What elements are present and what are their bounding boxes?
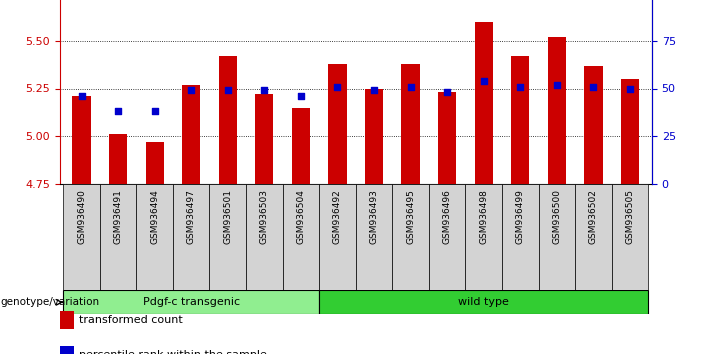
Bar xyxy=(502,184,538,290)
Bar xyxy=(137,184,173,290)
Bar xyxy=(393,184,429,290)
Point xyxy=(295,93,306,99)
Text: GSM936504: GSM936504 xyxy=(297,189,306,244)
Point xyxy=(405,84,416,90)
Text: GSM936495: GSM936495 xyxy=(406,189,415,244)
Text: wild type: wild type xyxy=(458,297,509,307)
Bar xyxy=(182,85,200,184)
Bar xyxy=(575,184,612,290)
Bar xyxy=(255,94,273,184)
Text: GSM936497: GSM936497 xyxy=(186,189,196,244)
Point xyxy=(149,109,161,114)
Bar xyxy=(146,142,164,184)
Text: GSM936493: GSM936493 xyxy=(369,189,379,244)
Bar xyxy=(511,56,529,184)
Bar xyxy=(547,37,566,184)
Point xyxy=(588,84,599,90)
Point xyxy=(442,90,453,95)
Bar xyxy=(173,184,210,290)
Text: GSM936490: GSM936490 xyxy=(77,189,86,244)
Text: GSM936502: GSM936502 xyxy=(589,189,598,244)
Bar xyxy=(402,64,420,184)
Bar xyxy=(328,64,346,184)
Bar xyxy=(355,184,393,290)
Text: GSM936501: GSM936501 xyxy=(224,189,232,244)
Text: GSM936503: GSM936503 xyxy=(260,189,269,244)
Text: GSM936491: GSM936491 xyxy=(114,189,123,244)
Bar xyxy=(292,108,310,184)
Point xyxy=(551,82,562,87)
Text: transformed count: transformed count xyxy=(79,315,183,325)
Text: GSM936500: GSM936500 xyxy=(552,189,562,244)
Text: GSM936492: GSM936492 xyxy=(333,189,342,244)
Text: genotype/variation: genotype/variation xyxy=(0,297,99,307)
Point xyxy=(478,78,489,84)
Bar xyxy=(63,290,319,314)
Point xyxy=(222,87,233,93)
Bar xyxy=(365,88,383,184)
Text: GSM936499: GSM936499 xyxy=(516,189,525,244)
Bar xyxy=(538,184,575,290)
Bar xyxy=(210,184,246,290)
Text: GSM936498: GSM936498 xyxy=(479,189,488,244)
Text: GSM936496: GSM936496 xyxy=(442,189,451,244)
Bar xyxy=(621,79,639,184)
Bar xyxy=(246,184,283,290)
Bar xyxy=(109,135,127,184)
Point xyxy=(76,93,87,99)
Point xyxy=(332,84,343,90)
Bar xyxy=(319,184,355,290)
Bar xyxy=(72,96,90,184)
Bar xyxy=(60,311,74,329)
Bar xyxy=(465,184,502,290)
Text: GSM936505: GSM936505 xyxy=(625,189,634,244)
Point xyxy=(112,109,123,114)
Point xyxy=(515,84,526,90)
Bar xyxy=(100,184,137,290)
Point xyxy=(259,87,270,93)
Bar xyxy=(612,184,648,290)
Bar xyxy=(63,184,100,290)
Bar xyxy=(319,290,648,314)
Point xyxy=(186,87,197,93)
Point xyxy=(625,86,636,91)
Bar xyxy=(283,184,319,290)
Bar xyxy=(585,65,603,184)
Bar xyxy=(429,184,465,290)
Text: Pdgf-c transgenic: Pdgf-c transgenic xyxy=(143,297,240,307)
Bar xyxy=(438,92,456,184)
Bar xyxy=(475,22,493,184)
Point xyxy=(369,87,380,93)
Text: GSM936494: GSM936494 xyxy=(150,189,159,244)
Text: percentile rank within the sample: percentile rank within the sample xyxy=(79,350,267,354)
Bar xyxy=(60,346,74,354)
Bar xyxy=(219,56,237,184)
